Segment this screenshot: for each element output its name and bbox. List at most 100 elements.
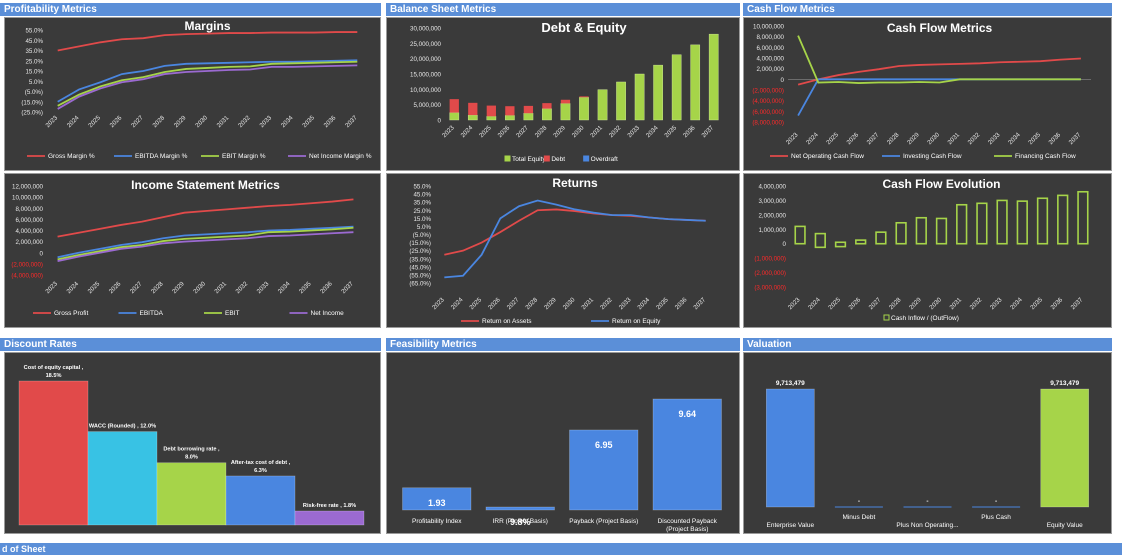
category-label: Minus Debt [842,514,875,521]
debt-svg: Debt & Equity 30,000,000 25,000,000 20,000,… [410,20,719,163]
x-tick-label: 2032 [237,114,252,129]
y-tick-label: 15,000,000 [410,72,442,79]
x-tick-label: 2031 [946,131,961,146]
bar [652,398,722,511]
x-tick-label: 2029 [171,280,186,295]
x-tick-label: 2030 [192,280,207,295]
data-label: 6.95 [595,440,613,450]
y-tick-label: 35.0% [25,48,43,55]
x-tick-label: 2024 [65,280,80,295]
bar-total-equity [560,103,571,121]
series-line [444,199,706,279]
sheet-footer: d of Sheet [0,543,1122,555]
data-label: 8.0% [185,455,198,461]
y-tick-label: (2,000,000) [11,261,43,268]
is-svg: Income Statement Metrics 12,000,000 10,000… [11,178,355,317]
x-tick-label: 2034 [280,114,295,129]
x-tick-label: 2024 [805,131,820,146]
margins-svg: Margins 55.0% 45.0% 35.0% 25.0% 15.0% 5.0% (5.0… [21,19,371,160]
category-label: Payback (Project Basis) [569,518,638,525]
y-tick-label: 35.0% [413,200,431,207]
x-tick-label: 2029 [552,124,567,139]
waterfall-bar [895,221,907,245]
waterfall-bar [1077,190,1089,245]
bar [294,510,365,526]
y-tick-label: 55.0% [413,184,431,191]
x-tick-label: 2037 [700,124,715,139]
y-tick-label: (4,000,000) [752,98,784,105]
data-label: Debt borrowing rate , [163,447,220,453]
bar [569,429,639,511]
x-tick-label: 2032 [234,280,249,295]
x-tick-label: 2028 [888,296,903,311]
debt-equity-chart: Debt & Equity 30,000,000 25,000,000 20,000,… [386,17,740,171]
bar-total-equity [597,89,608,121]
x-tick-label: 2033 [626,124,641,139]
data-label: 1.93 [428,498,446,508]
legend-label: Cash Inflow / (OutFlow) [891,315,959,322]
x-tick-label: 2023 [787,296,802,311]
bar-total-equity [505,115,515,121]
section-header-feasibility: Feasibility Metrics [386,338,740,351]
waterfall-bar [855,239,867,245]
x-tick-label: 2036 [674,296,689,311]
series-line [57,60,358,107]
income-statement-chart: Income Statement Metrics 12,000,000 10,000… [4,173,381,328]
bar-total-equity [708,33,719,121]
data-label: Cost of equity capital , [24,365,84,371]
x-tick-label: 2023 [44,114,59,129]
category-label: (Project Basis) [666,526,708,533]
bar-debt [523,105,534,114]
bar [18,380,89,526]
section-header-discount-rates: Discount Rates [0,338,381,351]
y-tick-label: 25,000,000 [410,41,442,48]
x-tick-label: 2033 [987,131,1002,146]
x-tick-label: 2034 [1009,296,1024,311]
bar [225,475,296,526]
category-label: Plus Cash [981,514,1011,521]
x-tick-label: 2037 [340,280,355,295]
x-tick-label: 2034 [645,124,660,139]
data-label: WACC (Rounded) , 12.0% [89,424,156,430]
legend-label: EBITDA Margin % [135,153,188,160]
y-tick-label: 2,000,000 [15,239,43,246]
y-tick-label: 6,000,000 [756,45,784,52]
x-tick-label: 2025 [87,114,102,129]
y-tick-label: 15.0% [413,216,431,223]
section-header-balance-sheet: Balance Sheet Metrics [386,3,740,16]
legend-label: EBIT Margin % [222,153,266,160]
margins-chart: Margins 55.0% 45.0% 35.0% 25.0% 15.0% 5.0% (5.0… [4,17,381,171]
legend-label: Gross Margin % [48,153,95,160]
x-tick-label: 2024 [460,124,475,139]
cash-flow-evolution-chart: Cash Flow Evolution 4,000,000 3,000,000 2,0… [743,173,1112,328]
bar-total-equity [467,114,478,121]
legend-label: Debt [551,156,565,163]
feasibility-chart: 1.93 Profitability Index 9.8% IRR (Project … [386,352,740,534]
x-tick-label: 2026 [109,114,124,129]
waterfall-bar [996,199,1008,245]
x-tick-label: 2023 [431,296,446,311]
x-tick-label: 2033 [256,280,271,295]
series-line [797,35,1081,84]
y-tick-label: 55.0% [25,28,43,35]
y-tick-label: (15.0%) [409,240,431,247]
x-tick-label: 2025 [827,296,842,311]
y-tick-label: (1,000,000) [754,256,786,263]
series-line [57,64,358,110]
x-tick-label: 2025 [468,296,483,311]
x-tick-label: 2035 [298,280,313,295]
y-tick-label: 0 [783,241,787,248]
y-tick-label: (6,000,000) [752,109,784,116]
section-header-valuation: Valuation [743,338,1112,351]
x-tick-label: 2036 [323,114,338,129]
returns-chart: Returns 55.0% 45.0% 35.0% 25.0% 15.0% 5.0% (5.0… [386,173,740,328]
section-header-profitability: Profitability Metrics [0,3,381,16]
x-tick-label: 2026 [845,131,860,146]
x-tick-label: 2028 [524,296,539,311]
x-tick-label: 2026 [108,280,123,295]
category-label: Equity Value [1047,522,1083,529]
y-tick-label: 5,000,000 [413,102,441,109]
x-tick-label: 2036 [319,280,334,295]
legend-swatch [883,314,890,321]
chart-title: Margins [184,19,230,33]
